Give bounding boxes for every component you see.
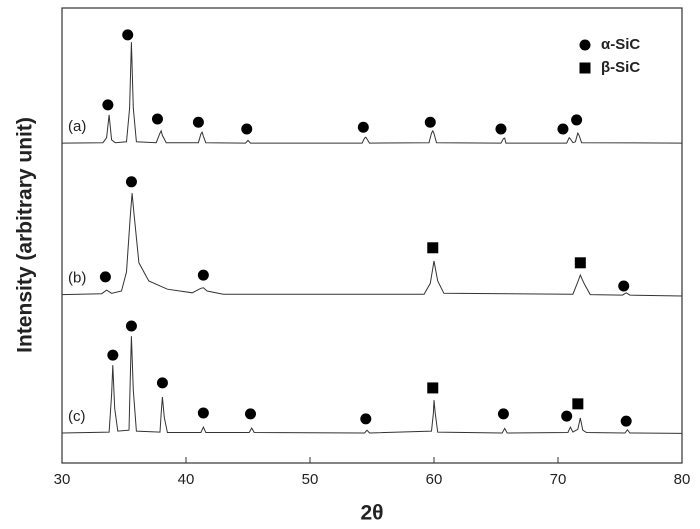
legend-symbol [579,39,591,51]
phase-marker [497,408,509,420]
phase-marker [102,99,114,111]
phase-marker [557,123,569,135]
x-tick-label: 70 [550,471,567,488]
phase-marker [99,271,111,283]
phase-marker [241,123,253,135]
legend-label: β-SiC [601,59,640,76]
x-tick-label: 60 [426,471,443,488]
phase-marker [122,29,134,41]
phase-marker [427,242,439,254]
x-axis-title: 2θ [360,502,383,525]
y-axis-title: Intensity (arbitrary unit) [14,117,37,353]
data-line [61,42,683,144]
phase-marker [561,410,573,422]
phase-marker [125,320,137,332]
series-label: (c) [68,408,86,425]
phase-marker [360,413,372,425]
phase-marker [618,280,630,292]
legend-label: α-SiC [601,36,640,53]
phase-marker [125,176,137,188]
phase-marker [574,257,586,269]
phase-marker [192,116,204,128]
phase-marker [571,114,583,126]
phase-marker [620,415,632,427]
phase-marker [197,269,209,281]
x-tick-label: 40 [178,471,195,488]
x-tick-label: 80 [674,471,691,488]
phase-marker [572,398,584,410]
series-label: (b) [68,270,86,287]
data-line [61,193,683,297]
phase-marker [107,349,119,361]
legend-symbol [579,62,591,74]
phase-marker [197,407,209,419]
data-line [61,336,683,434]
plot-frame [61,7,683,464]
phase-marker [357,121,369,133]
x-tick-label: 30 [54,471,71,488]
series-label: (a) [68,118,86,135]
phase-marker [156,377,168,389]
x-tick-label: 50 [302,471,319,488]
phase-marker [427,382,439,394]
phase-marker [424,116,436,128]
phase-marker [244,408,256,420]
phase-marker [151,113,163,125]
phase-marker [495,123,507,135]
